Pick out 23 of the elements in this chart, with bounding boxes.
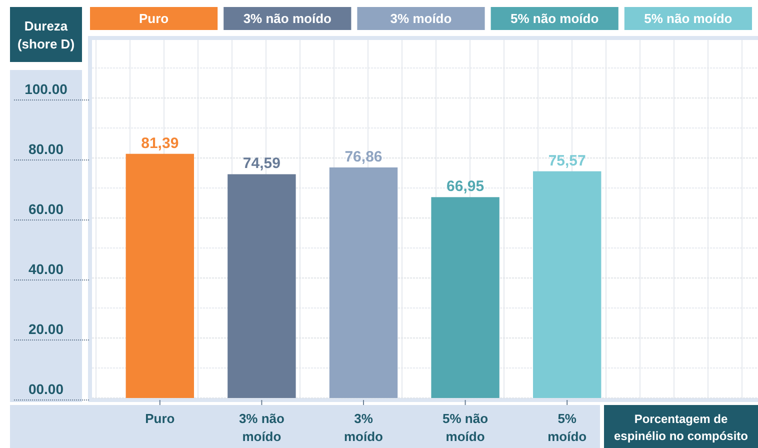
x-axis-title: Porcentagem de espinélio no compósito [614, 412, 748, 443]
y-axis-title: Dureza (shore D) [17, 18, 75, 52]
text: 5% não moído [510, 11, 599, 26]
data-label: 81,39 [141, 134, 179, 152]
data-label: 75,57 [548, 152, 586, 170]
data-label: 74,59 [242, 155, 280, 172]
y-tick-label: 100.00 [24, 81, 68, 97]
y-tick-label: 80.00 [28, 141, 64, 157]
text: Puro [138, 11, 169, 26]
y-tick-label: 20.00 [28, 321, 64, 337]
y-tick-label: 00.00 [28, 381, 64, 397]
x-tick-label: 3% não moído [238, 411, 285, 444]
text: 3% moído [390, 11, 452, 26]
y-tick-label: 60.00 [28, 201, 64, 217]
data-label: 76,86 [344, 148, 382, 166]
text: 5% não moído [644, 11, 732, 26]
y-tick-label: 40.00 [28, 261, 64, 277]
text: 3% não moído [243, 11, 332, 26]
x-tick-label: 5% moído [548, 411, 587, 444]
x-tick-label: 3% moído [344, 411, 384, 444]
data-label: 66,95 [446, 178, 484, 196]
x-tick-label: Puro [145, 411, 175, 426]
x-tick-label: 5% não moído [442, 411, 488, 444]
